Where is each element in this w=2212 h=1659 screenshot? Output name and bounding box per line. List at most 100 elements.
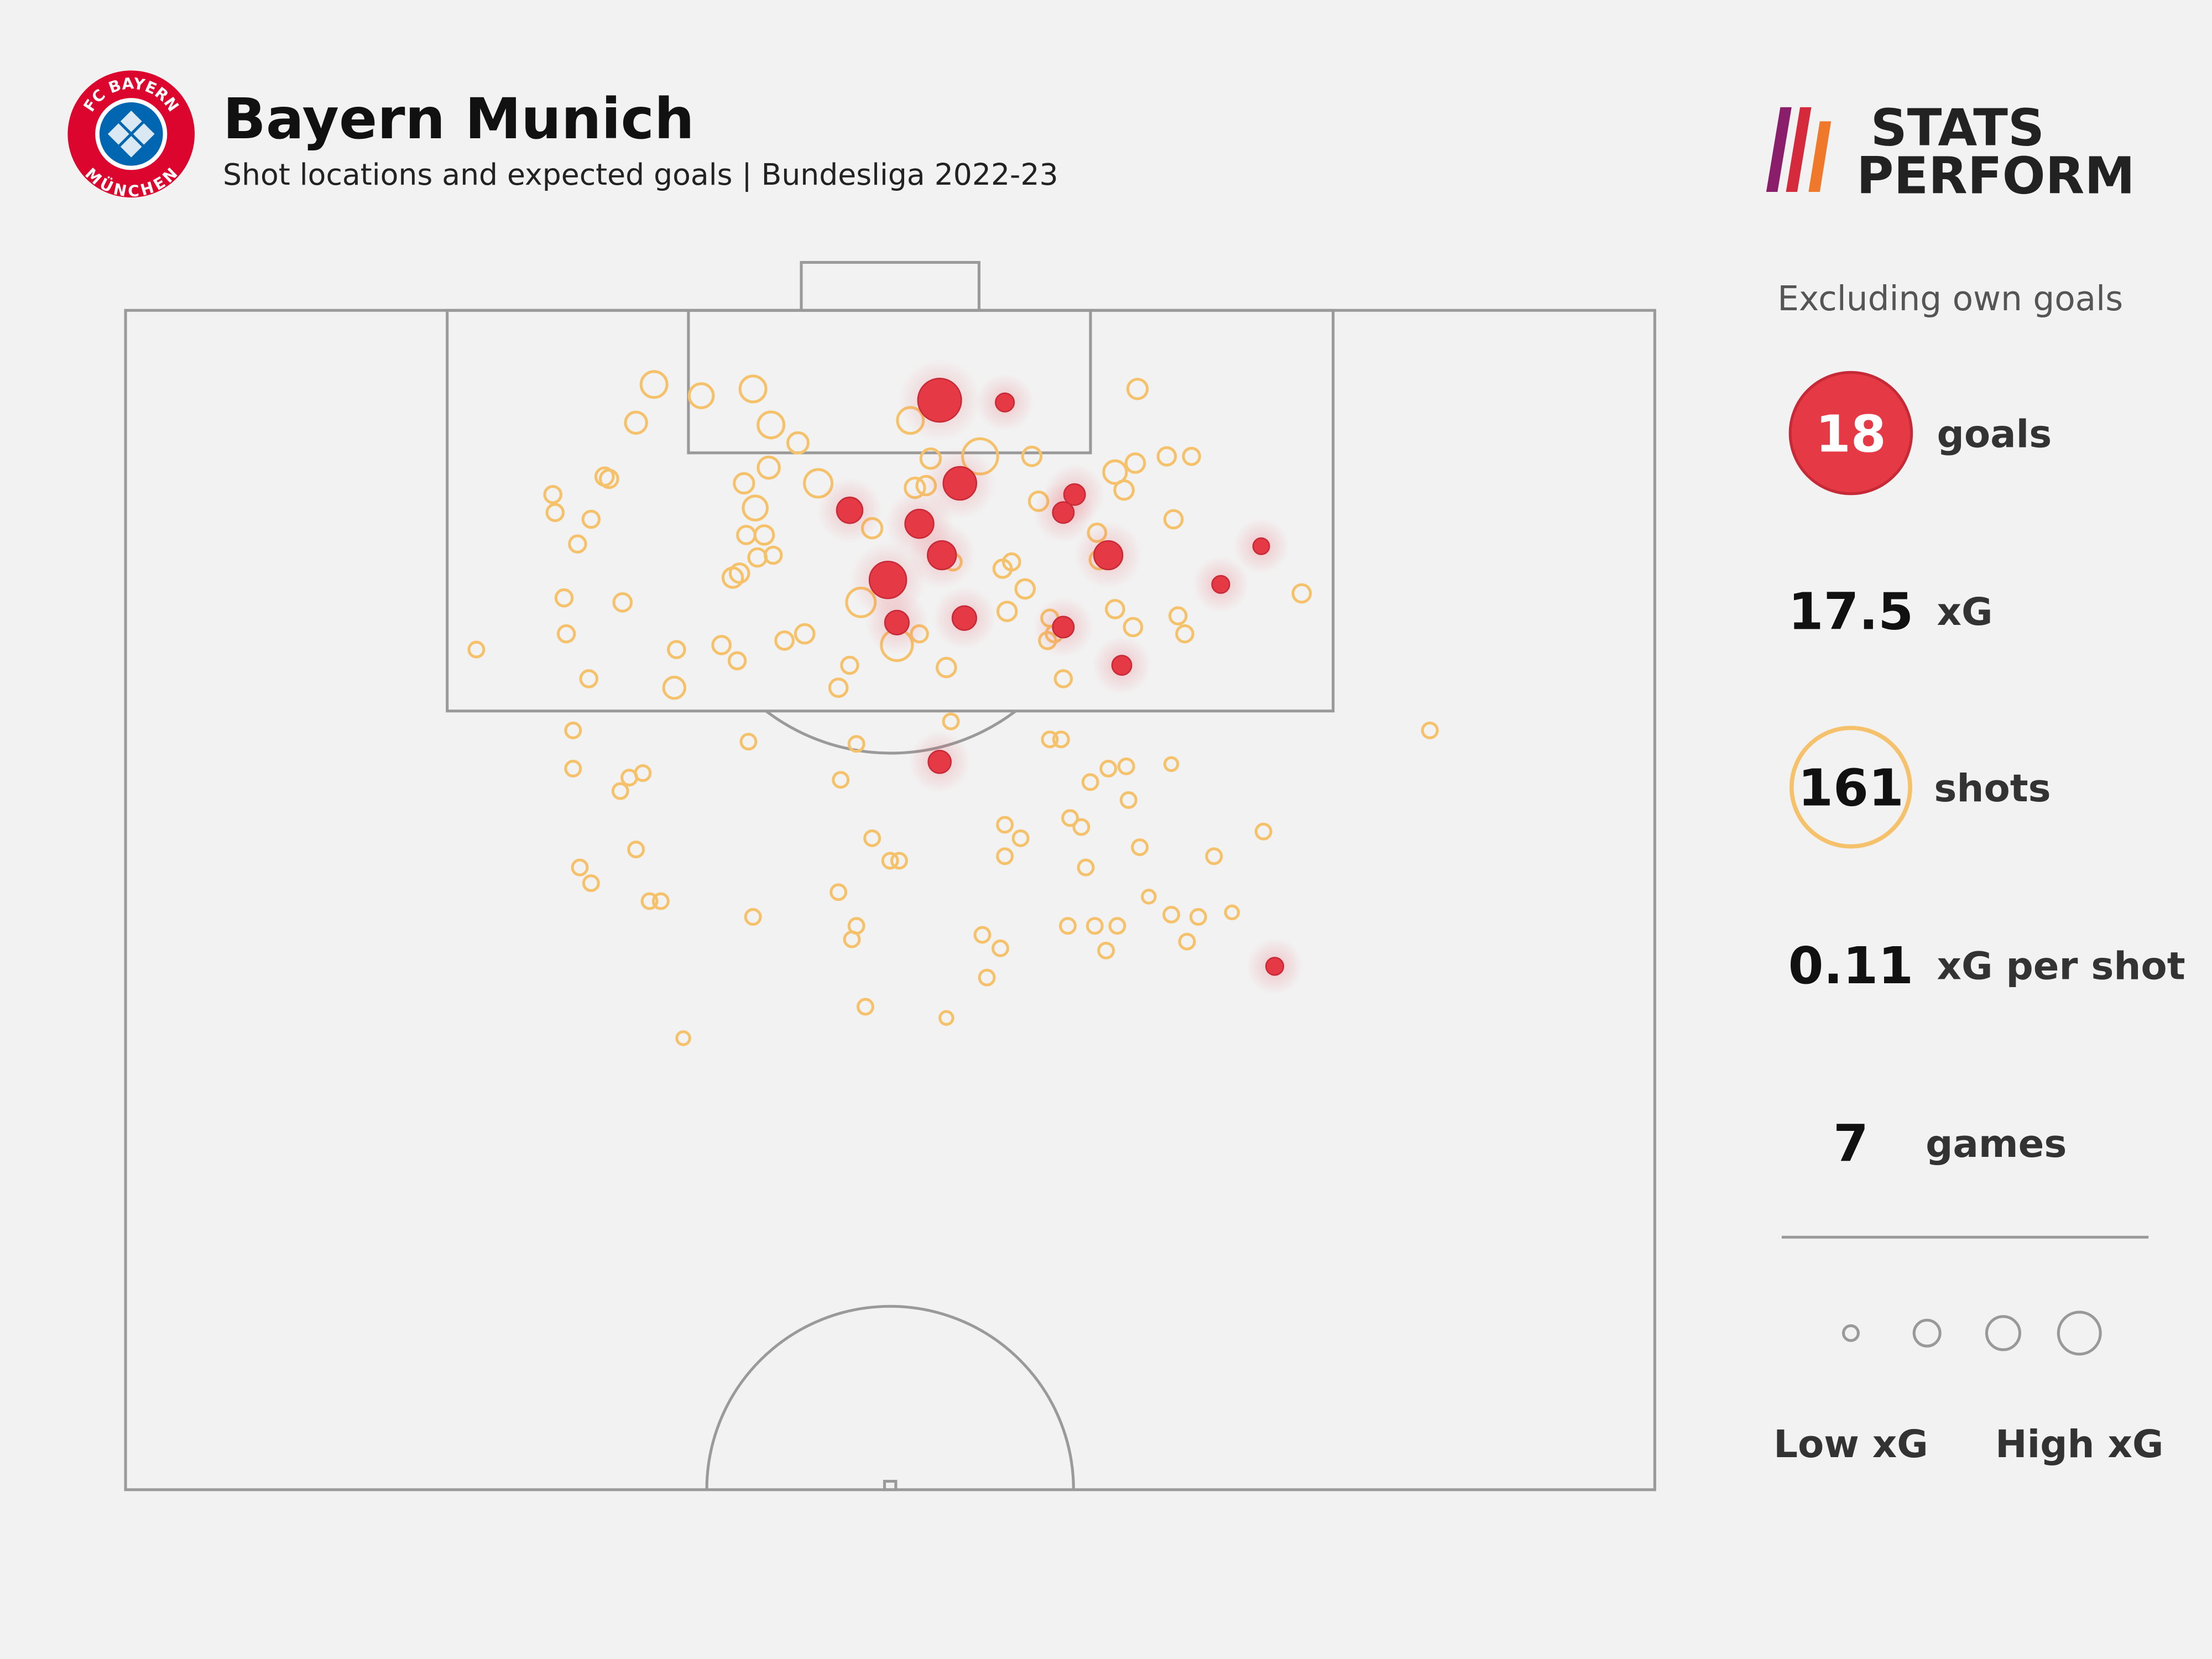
shot xyxy=(627,841,645,859)
shot xyxy=(568,534,587,554)
shot xyxy=(728,562,750,584)
shot xyxy=(667,640,686,659)
shot xyxy=(1163,756,1180,773)
stat-label: goals xyxy=(1937,413,2052,457)
shot xyxy=(847,735,865,753)
shot xyxy=(996,601,1018,622)
shot xyxy=(1117,757,1135,775)
goal xyxy=(942,466,978,501)
shot xyxy=(973,926,992,944)
stat-value: 7 xyxy=(1833,1114,1869,1173)
legend-circle xyxy=(1912,1318,1942,1348)
shot xyxy=(843,930,861,948)
shot xyxy=(1421,721,1439,739)
shot xyxy=(611,782,629,800)
shot xyxy=(1061,809,1079,827)
shot xyxy=(1182,446,1201,466)
shot xyxy=(727,651,747,671)
stats: 18 goals 17.5 xG 161 shots 0.11 xG per shot 7 gam… xyxy=(1788,404,2185,1173)
shot xyxy=(1168,606,1188,625)
shot xyxy=(564,721,582,739)
shot xyxy=(675,1030,691,1046)
goal xyxy=(1093,540,1124,571)
shot xyxy=(1224,904,1240,921)
shot xyxy=(832,771,850,789)
shot xyxy=(1131,838,1149,857)
shot xyxy=(830,883,848,901)
shot xyxy=(739,733,758,751)
shot xyxy=(639,370,669,399)
shot xyxy=(757,410,786,440)
goal xyxy=(1252,537,1270,555)
shot xyxy=(1113,479,1135,501)
shot xyxy=(794,623,816,645)
shot xyxy=(757,455,781,480)
shot xyxy=(996,847,1014,865)
shot xyxy=(1291,583,1312,604)
shot xyxy=(1086,917,1104,935)
shot xyxy=(571,858,589,877)
shot xyxy=(1102,459,1128,485)
shot xyxy=(1081,773,1099,791)
size-legend xyxy=(1841,1311,2102,1356)
shots-badge xyxy=(1789,726,1912,849)
logo-text: STATS xyxy=(1871,98,2044,158)
shot xyxy=(543,485,562,504)
subtitle: Shot locations and expected goals | Bund… xyxy=(223,157,1058,192)
stat-label: xG per shot xyxy=(1937,944,2185,988)
shot xyxy=(1178,932,1196,951)
shot xyxy=(1058,917,1077,935)
shot xyxy=(1002,552,1021,572)
shot xyxy=(1072,818,1091,836)
stat-value: 161 xyxy=(1798,759,1904,818)
shot xyxy=(662,675,687,700)
shot xyxy=(1162,905,1180,924)
shot xyxy=(786,431,810,455)
goal xyxy=(927,540,957,571)
shot xyxy=(545,503,565,523)
shot xyxy=(564,759,582,778)
pitch xyxy=(124,260,1656,1491)
goal xyxy=(995,392,1015,413)
goal xyxy=(951,605,977,631)
legend-circle xyxy=(2057,1311,2102,1356)
shot xyxy=(1041,731,1059,749)
shot xyxy=(733,472,755,495)
legend-circle xyxy=(1985,1315,2022,1352)
shot xyxy=(467,640,486,659)
shot xyxy=(856,998,874,1016)
goal xyxy=(927,749,952,774)
shot xyxy=(942,712,960,731)
shot xyxy=(1124,452,1146,474)
shot xyxy=(582,874,600,893)
shot xyxy=(711,635,732,655)
shot xyxy=(890,852,908,870)
shot xyxy=(1108,917,1126,935)
shot xyxy=(612,592,633,613)
stat-value: 17.5 xyxy=(1788,582,1914,641)
shot xyxy=(1077,858,1095,877)
shot xyxy=(742,494,769,522)
shot xyxy=(1021,445,1043,467)
shot xyxy=(651,892,670,910)
shot xyxy=(863,829,881,847)
shot xyxy=(1097,941,1115,959)
shot xyxy=(991,939,1009,957)
shot xyxy=(1126,378,1149,400)
shot xyxy=(763,545,783,565)
shot xyxy=(840,655,859,675)
shot xyxy=(1205,847,1223,865)
shot xyxy=(744,908,762,926)
shot xyxy=(938,1010,954,1026)
shot xyxy=(640,892,659,910)
shot xyxy=(1156,446,1177,467)
badge: FC BAYERN MÜNCHEN xyxy=(67,70,195,200)
stat-label: xG xyxy=(1937,590,1993,634)
goal xyxy=(1111,655,1133,676)
goal xyxy=(917,378,962,423)
stat-label: games xyxy=(1926,1122,2067,1166)
legend-low: Low xG xyxy=(1773,1422,1928,1467)
